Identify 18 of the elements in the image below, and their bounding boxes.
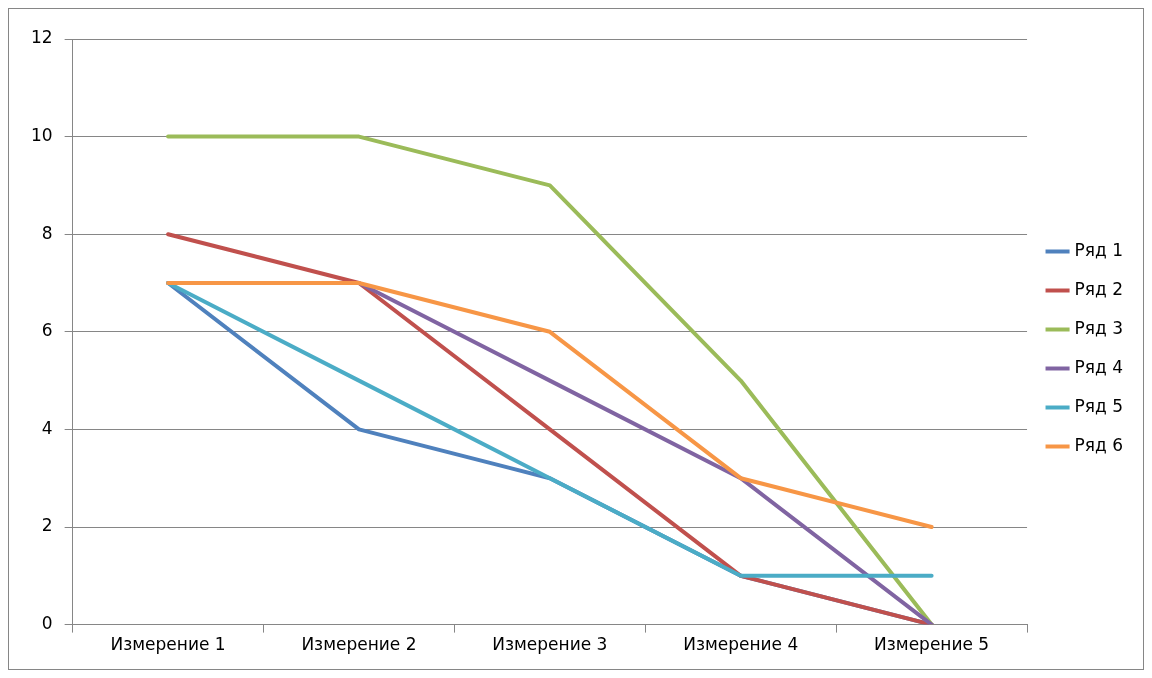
legend-label: Ряд 3 [1074, 317, 1123, 338]
y-tick-label: 4 [41, 417, 53, 438]
legend-label: Ряд 1 [1074, 239, 1123, 260]
legend-label: Ряд 6 [1074, 434, 1123, 455]
x-tick-label: Измерение 5 [874, 634, 990, 655]
y-tick-label: 8 [41, 222, 53, 243]
x-tick-label: Измерение 2 [301, 634, 417, 655]
y-tick-label: 10 [30, 125, 53, 146]
y-tick-label: 12 [30, 27, 53, 48]
y-tick-label: 6 [41, 320, 53, 341]
x-tick-label: Измерение 4 [683, 634, 799, 655]
legend-label: Ряд 4 [1074, 356, 1123, 377]
legend-label: Ряд 2 [1074, 278, 1123, 299]
y-tick-label: 2 [41, 515, 53, 536]
legend-label: Ряд 5 [1074, 395, 1123, 416]
x-tick-label: Измерение 1 [110, 634, 226, 655]
x-tick-label: Измерение 3 [492, 634, 608, 655]
y-tick-label: 0 [41, 613, 53, 634]
